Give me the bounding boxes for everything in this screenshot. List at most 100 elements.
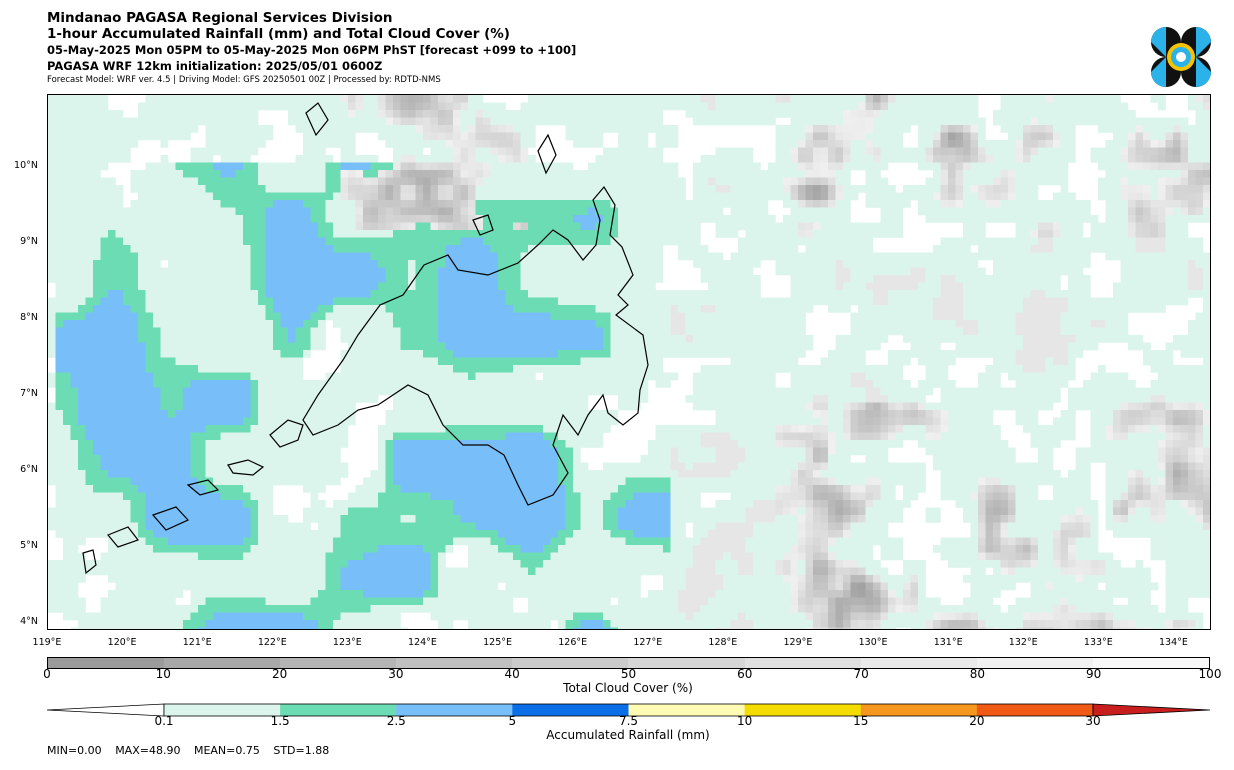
field-cell (1053, 222, 1061, 231)
field-cell (145, 245, 154, 253)
field-cell (265, 102, 274, 111)
field-cell (565, 327, 574, 336)
field-cell (850, 132, 859, 141)
field-cell (910, 155, 919, 163)
field-cell (1203, 110, 1210, 118)
field-cell (550, 350, 559, 358)
field-cell (393, 282, 401, 291)
field-cell (1000, 260, 1009, 268)
field-cell (100, 237, 109, 246)
field-cell (175, 207, 184, 216)
field-cell (70, 170, 79, 178)
field-cell (430, 215, 439, 223)
field-cell (153, 357, 161, 366)
field-cell (1203, 282, 1210, 291)
field-cell (940, 267, 949, 276)
field-cell (1195, 252, 1204, 261)
field-cell (340, 125, 349, 133)
field-cell (235, 117, 244, 126)
field-cell (865, 335, 874, 343)
field-cell (1120, 117, 1129, 126)
field-cell (1150, 230, 1159, 238)
field-cell (925, 132, 934, 141)
field-cell (280, 260, 289, 268)
field-cell (933, 162, 941, 171)
field-cell (1150, 267, 1159, 276)
field-cell (93, 132, 101, 141)
field-cell (1165, 170, 1174, 178)
field-cell (153, 350, 161, 358)
field-cell (85, 275, 94, 283)
field-cell (460, 95, 469, 103)
field-cell (145, 230, 154, 238)
field-cell (235, 207, 244, 216)
field-cell (978, 177, 986, 186)
field-cell (48, 95, 56, 103)
field-cell (610, 260, 619, 268)
field-cell (325, 245, 334, 253)
field-cell (1075, 252, 1084, 261)
field-cell (63, 320, 71, 328)
field-cell (295, 110, 304, 118)
field-cell (933, 350, 941, 358)
field-cell (408, 155, 416, 163)
field-cell (1053, 102, 1061, 111)
field-cell (1030, 170, 1039, 178)
field-cell (910, 192, 919, 201)
field-cell (925, 117, 934, 126)
field-cell (1068, 132, 1076, 141)
field-cell (813, 185, 821, 193)
field-cell (1030, 320, 1039, 328)
field-cell (138, 102, 146, 111)
field-cell (498, 162, 506, 171)
field-cell (78, 252, 86, 261)
field-cell (115, 147, 124, 156)
field-cell (400, 102, 409, 111)
field-cell (873, 282, 881, 291)
field-cell (235, 102, 244, 111)
field-cell (393, 222, 401, 231)
field-cell (513, 245, 521, 253)
field-cell (1173, 290, 1181, 298)
field-cell (940, 327, 949, 336)
field-cell (835, 230, 844, 238)
field-cell (543, 95, 551, 103)
field-cell (468, 335, 476, 343)
field-cell (970, 267, 979, 276)
field-cell (1143, 207, 1151, 216)
field-cell (460, 327, 469, 336)
field-cell (535, 357, 544, 366)
field-cell (618, 260, 626, 268)
field-cell (513, 200, 521, 208)
field-cell (63, 267, 71, 276)
field-cell (1015, 230, 1024, 238)
field-cell (1143, 305, 1151, 313)
field-cell (970, 192, 979, 201)
field-cell (385, 327, 394, 336)
field-cell (588, 230, 596, 238)
field-cell (438, 102, 446, 111)
field-cell (558, 335, 566, 343)
field-cell (1068, 290, 1076, 298)
field-cell (318, 155, 326, 163)
field-cell (63, 305, 71, 313)
field-cell (1158, 275, 1166, 283)
field-cell (423, 275, 431, 283)
field-cell (460, 312, 469, 321)
field-cell (1068, 237, 1076, 246)
field-cell (303, 95, 311, 103)
field-cell (993, 170, 1001, 178)
field-cell (738, 320, 746, 328)
field-cell (798, 155, 806, 163)
field-cell (228, 230, 236, 238)
field-cell (1113, 215, 1121, 223)
field-cell (460, 260, 469, 268)
field-cell (1075, 327, 1084, 336)
field-cell (70, 147, 79, 156)
field-cell (918, 207, 926, 216)
field-cell (940, 215, 949, 223)
field-cell (1165, 155, 1174, 163)
field-cell (445, 207, 454, 216)
field-cell (723, 320, 731, 328)
field-cell (768, 117, 776, 126)
